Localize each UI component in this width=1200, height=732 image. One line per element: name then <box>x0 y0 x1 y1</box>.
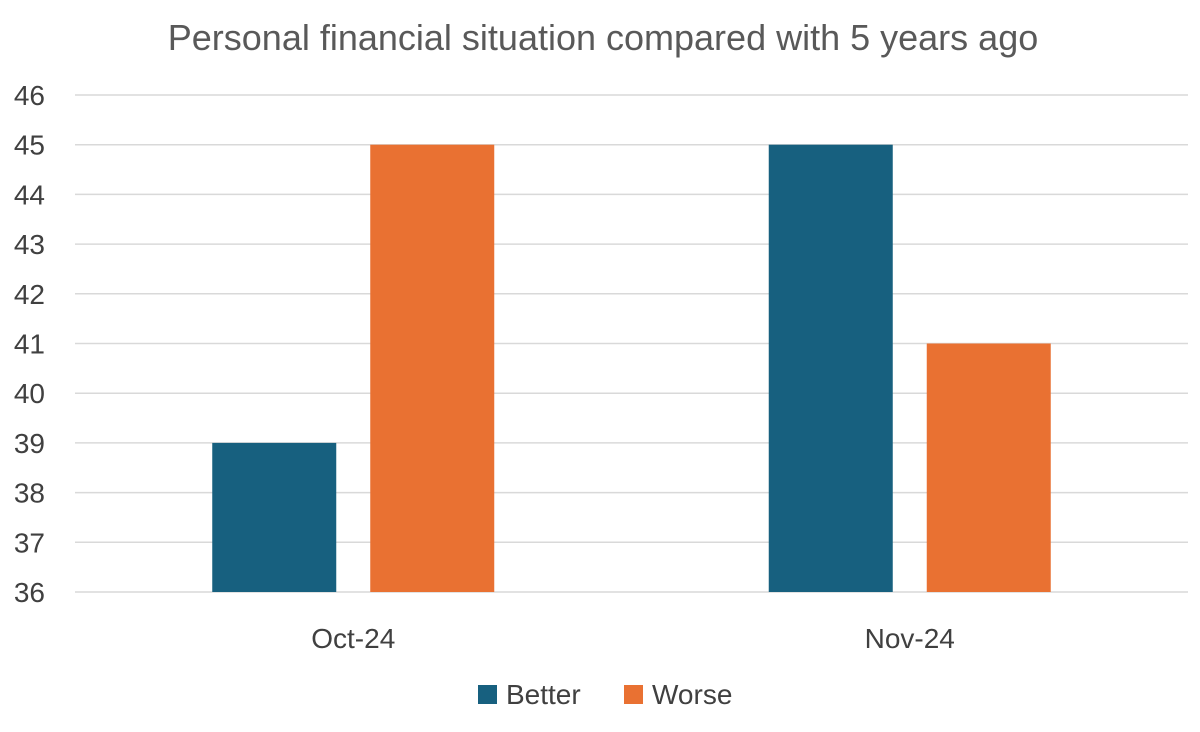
y-tick-label: 40 <box>14 378 45 409</box>
x-category-label: Nov-24 <box>865 623 955 654</box>
y-tick-label: 39 <box>14 428 45 459</box>
y-tick-label: 45 <box>14 130 45 161</box>
bar-worse-nov-24 <box>926 343 1051 592</box>
y-tick-label: 37 <box>14 527 45 558</box>
y-tick-label: 44 <box>14 179 45 210</box>
y-tick-label: 46 <box>14 80 45 111</box>
legend-swatch-worse <box>624 685 643 704</box>
y-tick-label: 42 <box>14 279 45 310</box>
y-tick-label: 36 <box>14 577 45 608</box>
y-tick-label: 43 <box>14 229 45 260</box>
chart-title: Personal financial situation compared wi… <box>168 17 1039 58</box>
legend: Better Worse <box>478 679 732 710</box>
legend-label-better: Better <box>506 679 581 710</box>
x-category-label: Oct-24 <box>311 623 395 654</box>
bar-worse-oct-24 <box>370 144 495 592</box>
bar-better-oct-24 <box>212 442 337 592</box>
y-axis-ticks: 36 37 38 39 40 41 42 43 44 45 46 <box>14 80 45 608</box>
y-tick-label: 38 <box>14 478 45 509</box>
x-axis-categories: Oct-24 Nov-24 <box>311 623 955 654</box>
bar-better-nov-24 <box>768 144 893 592</box>
legend-label-worse: Worse <box>652 679 732 710</box>
y-tick-label: 41 <box>14 329 45 360</box>
legend-swatch-better <box>478 685 497 704</box>
bars <box>212 144 1051 592</box>
